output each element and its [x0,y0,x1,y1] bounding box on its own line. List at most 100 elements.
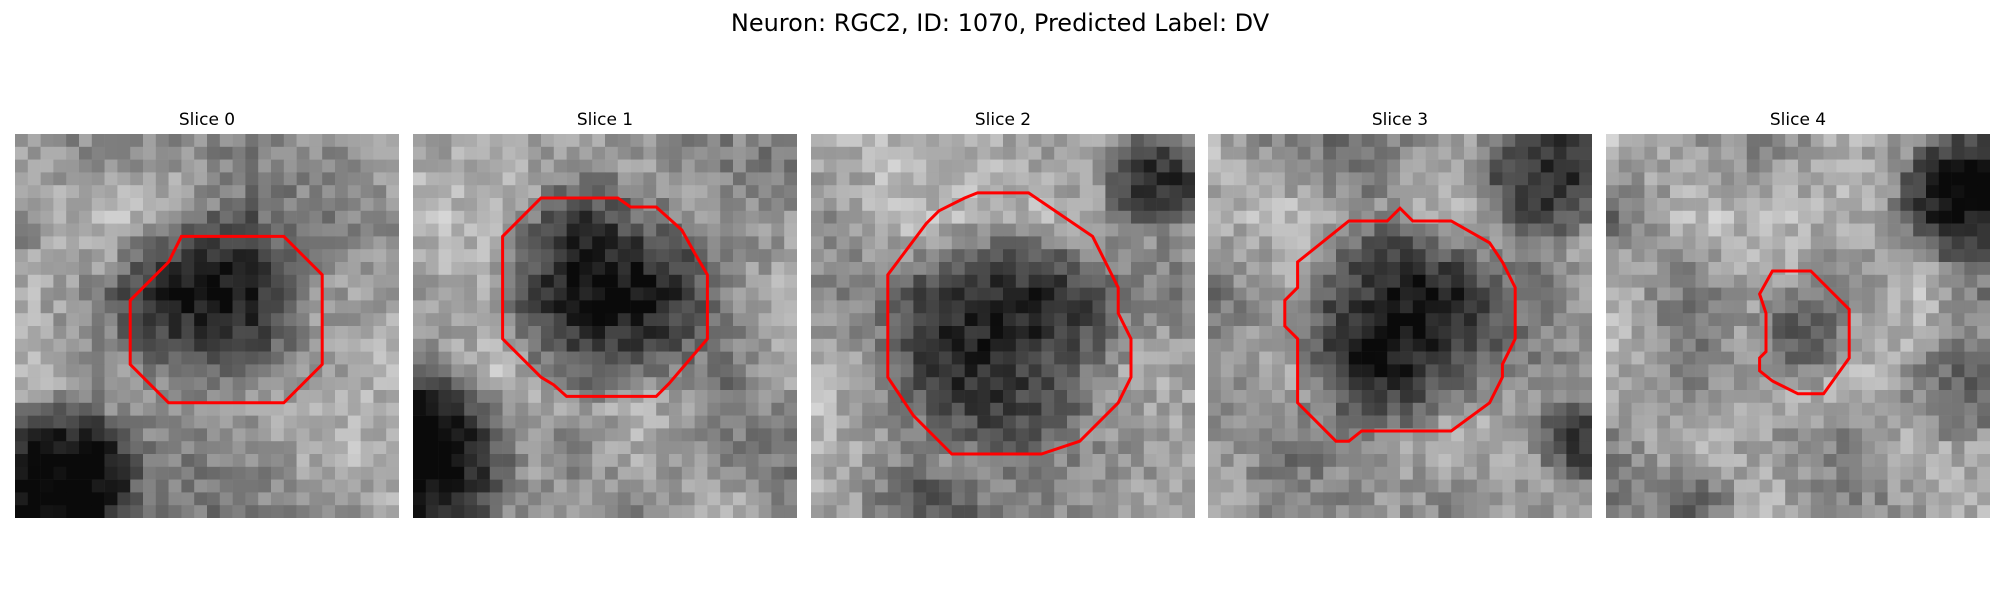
image-pixel [1220,210,1234,224]
image-pixel [413,441,427,455]
image-pixel [1400,377,1414,391]
image-pixel [1515,479,1529,493]
image-pixel [1323,198,1337,212]
image-pixel [1721,428,1735,442]
image-pixel [438,454,452,468]
image-pixel [1220,364,1234,378]
image-pixel [1540,466,1554,480]
image-pixel [900,287,914,301]
image-pixel [1849,262,1863,276]
image-pixel [1670,377,1684,391]
image-pixel [1938,274,1952,288]
image-pixel [1451,326,1465,340]
image-pixel [681,198,695,212]
image-pixel [181,390,195,404]
image-pixel [694,134,708,148]
image-pixel [1926,505,1940,518]
image-pixel [1951,402,1965,416]
image-pixel [656,134,670,148]
slice-1-title: Slice 1 [576,110,634,130]
image-pixel [1336,210,1350,224]
image-pixel [1220,249,1234,263]
image-pixel [1003,159,1017,173]
image-pixel [258,492,272,506]
image-pixel [1785,262,1799,276]
image-pixel [1425,479,1439,493]
image-pixel [771,364,785,378]
image-pixel [1284,249,1298,263]
image-pixel [1900,402,1914,416]
image-pixel [79,287,93,301]
image-pixel [1836,479,1850,493]
image-pixel [283,364,297,378]
image-pixel [425,338,439,352]
image-pixel [1028,210,1042,224]
image-pixel [566,454,580,468]
image-pixel [27,428,41,442]
image-pixel [1746,441,1760,455]
image-pixel [130,134,144,148]
image-pixel [939,146,953,160]
image-pixel [862,249,876,263]
image-pixel [926,364,940,378]
image-pixel [849,223,863,237]
image-pixel [1015,338,1029,352]
image-pixel [1528,364,1542,378]
image-pixel [1913,172,1927,186]
image-pixel [1259,441,1273,455]
image-pixel [951,428,965,442]
image-pixel [117,338,131,352]
image-pixel [1964,377,1978,391]
image-pixel [335,441,349,455]
image-pixel [1067,390,1081,404]
image-pixel [964,505,978,518]
image-pixel [745,351,759,365]
image-pixel [1759,505,1773,518]
image-pixel [1964,415,1978,429]
image-pixel [1951,287,1965,301]
image-pixel [1515,492,1529,506]
image-pixel [1810,364,1824,378]
image-pixel [1092,377,1106,391]
image-pixel [926,134,940,148]
image-pixel [104,134,118,148]
image-pixel [155,492,169,506]
image-pixel [1836,402,1850,416]
image-pixel [1425,454,1439,468]
image-pixel [1772,249,1786,263]
image-pixel [630,262,644,276]
image-pixel [656,146,670,160]
image-pixel [1400,146,1414,160]
neuron-outline [1757,269,1851,396]
image-pixel [1644,300,1658,314]
image-pixel [1528,172,1542,186]
image-pixel [1284,159,1298,173]
image-pixel [656,313,670,327]
image-pixel [1746,402,1760,416]
image-pixel [1553,262,1567,276]
image-pixel [1208,326,1222,340]
image-pixel [1425,300,1439,314]
image-pixel [733,377,747,391]
image-pixel [232,402,246,416]
image-pixel [553,466,567,480]
image-pixel [1900,210,1914,224]
image-pixel [1540,326,1554,340]
image-pixel [1054,274,1068,288]
image-pixel [1708,505,1722,518]
image-pixel [1579,377,1592,391]
image-pixel [322,338,336,352]
image-pixel [1438,146,1452,160]
image-pixel [1515,351,1529,365]
image-pixel [1015,210,1029,224]
image-pixel [477,313,491,327]
image-pixel [322,210,336,224]
image-pixel [1003,454,1017,468]
image-pixel [1092,466,1106,480]
image-pixel [245,223,259,237]
image-pixel [1156,454,1170,468]
image-pixel [990,287,1004,301]
image-pixel [1169,441,1183,455]
image-pixel [566,210,580,224]
image-pixel [1566,223,1580,237]
